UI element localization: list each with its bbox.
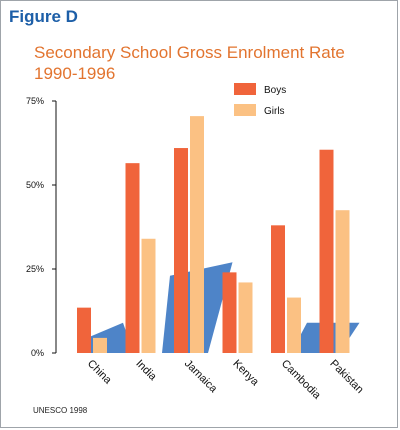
bar-boys-jamaica [174, 148, 188, 353]
y-tick-label: 0% [31, 348, 44, 358]
y-tick-label: 75% [26, 96, 44, 106]
chart-subtitle: 1990-1996 [34, 64, 116, 83]
x-label-cambodia: Cambodia [279, 358, 324, 403]
legend-label-girls: Girls [264, 106, 285, 117]
bar-boys-kenya [222, 272, 237, 353]
x-axis-labels: China India Jamaica Kenya Cambodia Pakistan [85, 358, 366, 403]
y-axis: 0% 25% 50% 75% [26, 96, 57, 358]
bar-boys-cambodia [271, 225, 285, 353]
x-label-china: China [85, 358, 114, 387]
chart-title-block: Secondary School Gross Enrolment Rate 19… [34, 42, 374, 84]
source-note: UNESCO 1998 [33, 406, 88, 415]
y-tick-label: 50% [26, 180, 44, 190]
x-label-pakistan: Pakistan [327, 358, 365, 396]
x-label-jamaica: Jamaica [182, 358, 220, 396]
legend-label-boys: Boys [264, 85, 286, 96]
bar-boys-india [125, 163, 140, 353]
bar-girls-jamaica [190, 116, 204, 354]
bar-girls-cambodia [287, 297, 301, 353]
y-tick-label: 25% [26, 264, 44, 274]
x-label-kenya: Kenya [230, 358, 261, 389]
bars-layer [77, 116, 350, 354]
legend-swatch-girls [234, 104, 256, 116]
chart-title: Secondary School Gross Enrolment Rate [34, 43, 345, 62]
x-label-india: India [133, 358, 159, 384]
bar-boys-pakistan [319, 149, 334, 353]
bar-girls-china [93, 337, 107, 353]
legend-swatch-boys [234, 83, 256, 95]
bar-girls-india [141, 238, 156, 353]
bar-girls-kenya [238, 282, 253, 353]
bar-boys-china [77, 307, 91, 353]
figure-label: Figure D [9, 7, 78, 26]
bar-girls-pakistan [335, 210, 350, 353]
legend: Boys Girls [234, 83, 286, 117]
